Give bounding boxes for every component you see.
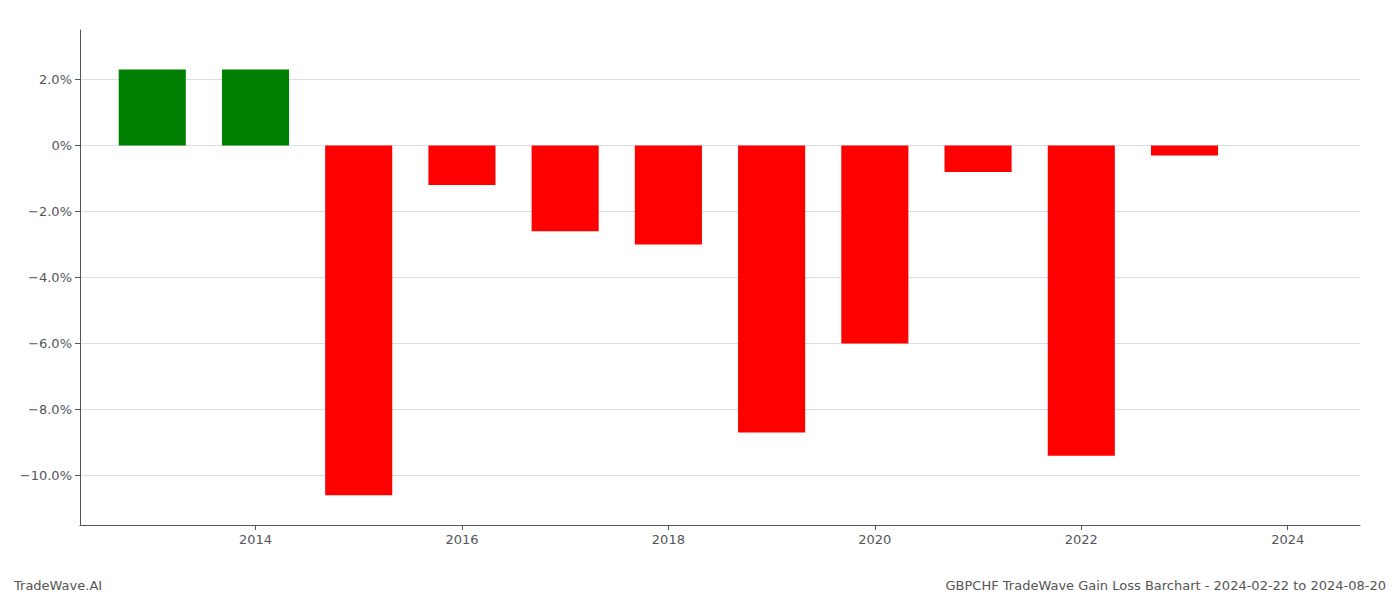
svg-text:−4.0%: −4.0% <box>28 270 72 285</box>
svg-text:−8.0%: −8.0% <box>28 402 72 417</box>
svg-text:0%: 0% <box>51 138 72 153</box>
svg-text:2.0%: 2.0% <box>39 72 72 87</box>
svg-text:2018: 2018 <box>652 532 685 547</box>
svg-text:−2.0%: −2.0% <box>28 204 72 219</box>
svg-text:2020: 2020 <box>858 532 891 547</box>
svg-text:TradeWave.AI: TradeWave.AI <box>13 578 102 593</box>
svg-text:GBPCHF TradeWave Gain Loss Bar: GBPCHF TradeWave Gain Loss Barchart - 20… <box>946 578 1386 593</box>
svg-text:2024: 2024 <box>1271 532 1304 547</box>
svg-text:−6.0%: −6.0% <box>28 336 72 351</box>
svg-text:2014: 2014 <box>239 532 272 547</box>
svg-text:−10.0%: −10.0% <box>20 468 72 483</box>
svg-text:2022: 2022 <box>1065 532 1098 547</box>
svg-text:2016: 2016 <box>445 532 478 547</box>
